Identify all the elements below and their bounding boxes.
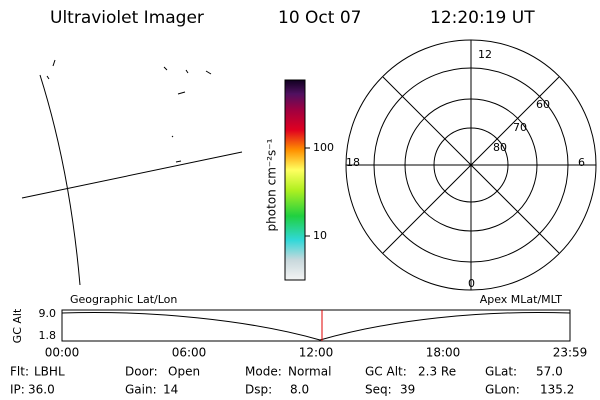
status-label: Seq: xyxy=(365,383,392,397)
date: 10 Oct 07 xyxy=(278,8,361,28)
x-tick-label: 23:59 xyxy=(553,346,588,360)
status-value: LBHL xyxy=(34,365,65,379)
x-tick-label: 06:00 xyxy=(172,346,207,360)
x-tick-label: 12:00 xyxy=(299,346,334,360)
colorbar-label: photon cm⁻²s⁻¹ xyxy=(265,138,279,231)
status-value: Normal xyxy=(288,365,331,379)
time: 12:20:19 UT xyxy=(430,8,535,28)
status-value: Open xyxy=(168,365,200,379)
colorbar-tick-label: 10 xyxy=(313,229,327,242)
polar-plot: 12 18 6 0 60 70 80 xyxy=(345,39,597,291)
mlt-label: 12 xyxy=(478,48,492,61)
plot-frame xyxy=(61,309,571,342)
left-title: Geographic Lat/Lon xyxy=(70,293,177,306)
status-value: 39 xyxy=(400,383,415,397)
mlt-label: 0 xyxy=(468,277,475,290)
colorbar: 100 10 photon cm⁻²s⁻¹ xyxy=(265,79,334,281)
polar-spokes xyxy=(346,40,596,290)
right-title: Apex MLat/MLT xyxy=(480,293,563,306)
status-label: Door: xyxy=(125,365,158,379)
status-value: 8.0 xyxy=(290,383,309,397)
altitude-curve xyxy=(61,311,571,341)
status-value: 57.0 xyxy=(536,365,563,379)
colorbar-scale xyxy=(284,79,306,281)
mlat-label: 70 xyxy=(513,121,527,134)
mlt-label: 6 xyxy=(578,156,585,169)
status-value: 135.2 xyxy=(540,383,574,397)
status-label: Mode: xyxy=(245,365,282,379)
mlt-label: 18 xyxy=(346,156,360,169)
colorbar-tick-label: 100 xyxy=(313,141,334,154)
status-label: IP: xyxy=(10,383,25,397)
y-tick-label: 9.0 xyxy=(39,307,57,320)
map-marks xyxy=(46,59,212,163)
mlat-label: 80 xyxy=(493,141,507,154)
mlat-label: 60 xyxy=(536,98,550,111)
map-line xyxy=(21,151,243,199)
status-value: 36.0 xyxy=(28,383,55,397)
x-tick-label: 00:00 xyxy=(45,346,80,360)
map-panel xyxy=(21,59,243,286)
status-bar: Flt: LBHL Door: Open Mode: Normal GC Alt: 2.3 R… xyxy=(10,365,574,397)
status-label: Gain: xyxy=(125,383,157,397)
title: Ultraviolet Imager xyxy=(50,8,204,28)
status-label: GLon: xyxy=(485,383,520,397)
altitude-plot: Geographic Lat/Lon Apex MLat/MLT GC Alt … xyxy=(11,293,587,360)
status-value: 14 xyxy=(163,383,178,397)
map-curve xyxy=(39,74,81,286)
status-value: 2.3 Re xyxy=(418,365,456,379)
status-label: GC Alt: xyxy=(365,365,407,379)
status-label: Dsp: xyxy=(245,383,272,397)
y-axis-label: GC Alt xyxy=(11,308,24,343)
x-tick-label: 18:00 xyxy=(426,346,461,360)
status-label: GLat: xyxy=(485,365,517,379)
status-label: Flt: xyxy=(10,365,29,379)
y-tick-label: 1.8 xyxy=(39,329,57,342)
